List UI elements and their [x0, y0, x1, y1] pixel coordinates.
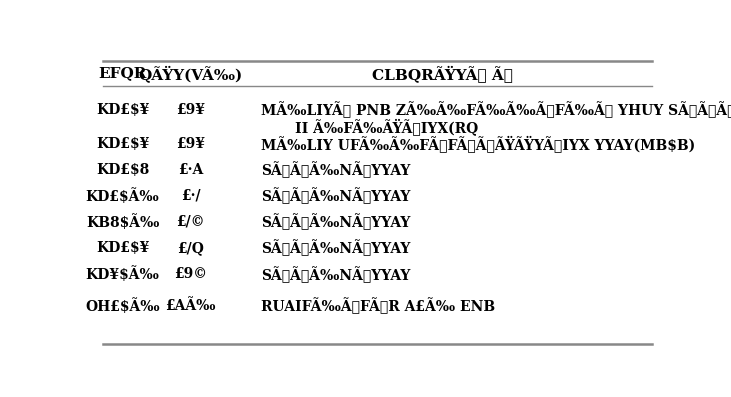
Text: KD£$¥: KD£$¥ [96, 103, 149, 117]
Text: £·/: £·/ [181, 189, 200, 203]
Text: SÃÃÃ‰NÃYYAY: SÃÃÃ‰NÃYYAY [262, 162, 411, 178]
Text: SÃÃÃ‰NÃYYAY: SÃÃÃ‰NÃYYAY [262, 266, 411, 283]
Text: KD¥$Ã‰: KD¥$Ã‰ [86, 266, 159, 282]
Text: OH£$Ã‰: OH£$Ã‰ [86, 298, 160, 314]
Text: £·A: £·A [178, 163, 203, 177]
Text: KD£$8: KD£$8 [96, 163, 149, 177]
Text: £AÃ‰: £AÃ‰ [165, 299, 216, 313]
Text: £9¥: £9¥ [176, 137, 205, 151]
Text: KB8$Ã‰: KB8$Ã‰ [86, 214, 159, 230]
Text: MÃ‰LIY UFÃ‰Ã‰FÃFÃÃÃŸÃŸYÃIYX YYAY(MB$B): MÃ‰LIY UFÃ‰Ã‰FÃFÃÃÃŸÃŸYÃIYX YYAY(MB$… [262, 135, 696, 152]
Text: SÃÃÃ‰NÃYYAY: SÃÃÃ‰NÃYYAY [262, 239, 411, 256]
Text: CLBQRÃŸYÃ Ã: CLBQRÃŸYÃ Ã [372, 65, 513, 82]
Text: KD£$¥: KD£$¥ [96, 137, 149, 151]
Text: II Ã‰FÃ‰ÃŸÃIYX(RQ: II Ã‰FÃ‰ÃŸÃIYX(RQ [295, 119, 479, 136]
Text: MÃ‰LIYÃ PNB ZÃ‰Ã‰FÃ‰Ã‰ÃFÃ‰Ã YHUY SÃÃÃÃFÃ‰Ã‰: MÃ‰LIYÃ PNB ZÃ‰Ã‰FÃ‰Ã‰ÃFÃ‰Ã YHUY SÃÃ… [262, 102, 731, 119]
Text: £/©: £/© [176, 215, 205, 229]
Text: RUAIFÃ‰ÃFÃR A£Ã‰ ENB: RUAIFÃ‰ÃFÃR A£Ã‰ ENB [262, 298, 496, 314]
Text: SÃÃÃ‰NÃYYAY: SÃÃÃ‰NÃYYAY [262, 187, 411, 204]
Text: QÃŸY(VÃ‰): QÃŸY(VÃ‰) [138, 65, 243, 82]
Text: SÃÃÃ‰NÃYYAY: SÃÃÃ‰NÃYYAY [262, 214, 411, 230]
Text: KD£$Ã‰: KD£$Ã‰ [86, 188, 159, 204]
Text: £9©: £9© [174, 268, 207, 281]
Text: £9¥: £9¥ [176, 103, 205, 117]
Text: KD£$¥: KD£$¥ [96, 241, 149, 255]
Text: £/Q: £/Q [177, 241, 204, 255]
Text: EFQR: EFQR [99, 67, 147, 81]
